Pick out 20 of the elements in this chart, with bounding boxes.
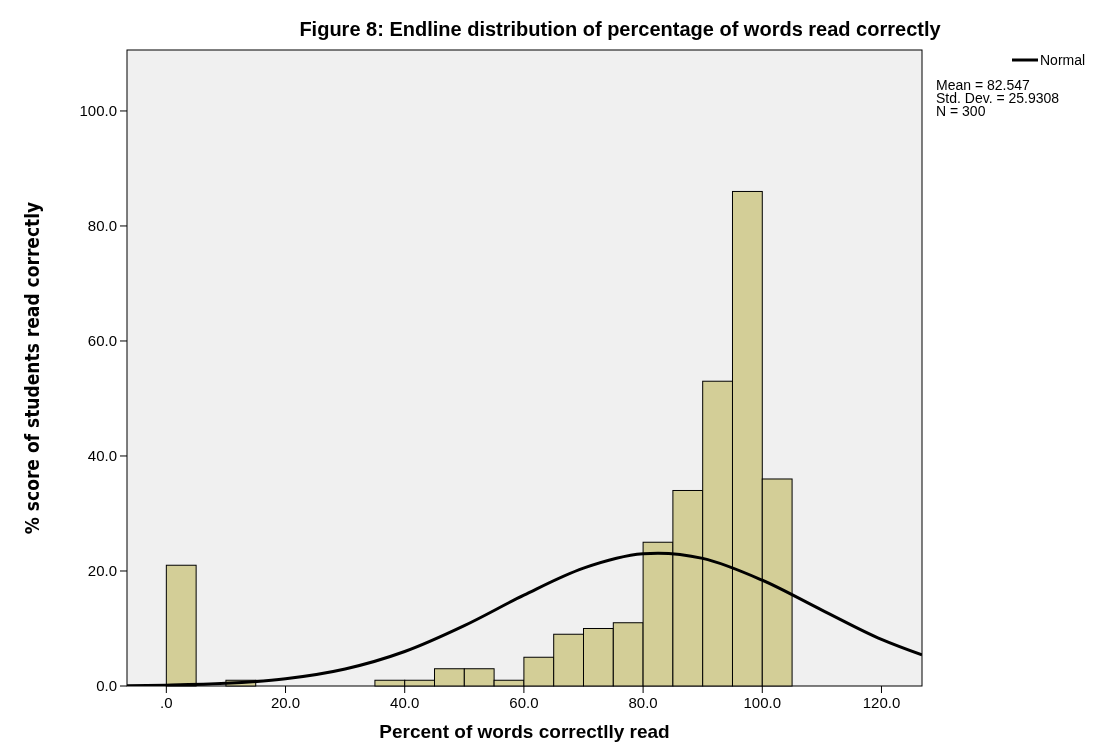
y-tick-label: 20.0 [87,562,117,580]
x-tick-label: .0 [160,694,173,711]
x-tick-label: 60.0 [509,694,539,711]
x-tick-label: 40.0 [390,694,420,711]
x-tick-label: 100.0 [743,694,782,711]
y-tick-label: 0.0 [96,677,117,695]
x-tick-label: 20.0 [270,694,301,711]
text: N = 300 [936,103,986,119]
legend-label: Normal [1040,51,1086,68]
y-axis-title: % score of students read correctly [21,201,43,535]
x-tick-label: 80.0 [628,694,658,711]
y-tick-label: 100.0 [79,102,117,120]
x-tick-label: 120.0 [862,694,901,711]
y-tick-label: 60.0 [87,332,117,350]
y-tick-label: 80.0 [87,217,117,235]
x-axis-title: Percent of words correctlly read [379,721,670,742]
text: Mean = 82.547 [936,77,1031,93]
y-tick-label: 40.0 [87,447,117,465]
chart-title: Figure 8: Endline distribution of percentage of words read correctly [299,18,942,40]
text: Std. Dev. = 25.9308 [936,90,1060,106]
